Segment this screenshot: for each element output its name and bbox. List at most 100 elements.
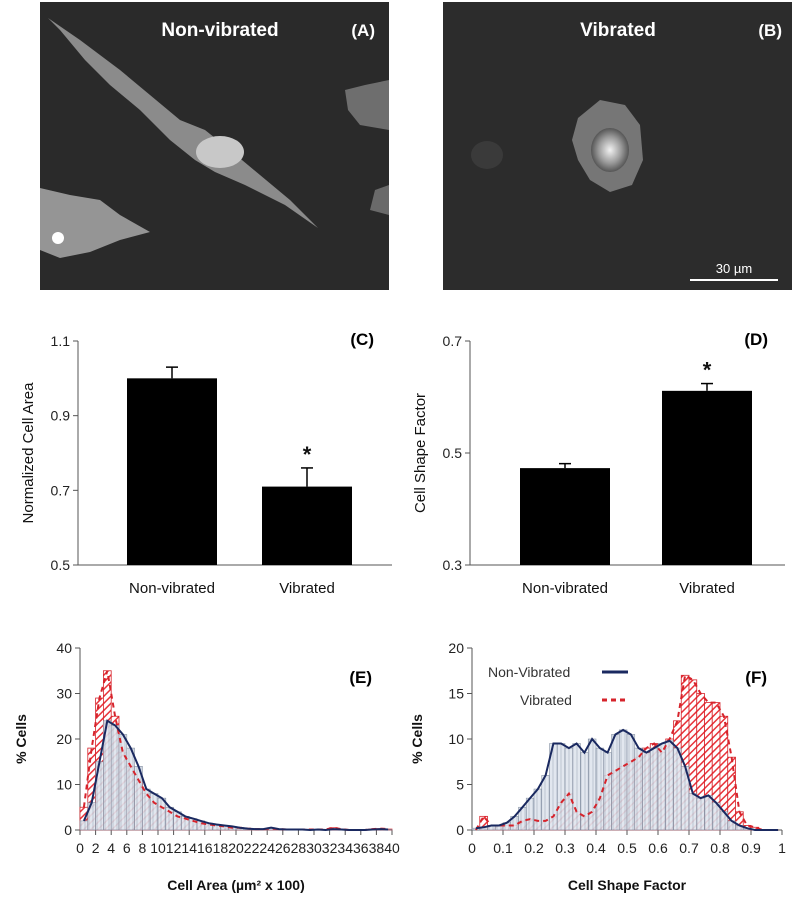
x-tick-label: 10 [150,840,166,856]
x-tick-label: 0 [76,840,84,856]
x-tick-label: 0.9 [741,840,761,856]
y-tick-label: 30 [56,686,72,702]
category-label: Vibrated [679,580,735,597]
bar-vibrated [662,390,752,565]
cell-b-faint [471,141,503,169]
x-tick-label: 30 [306,840,322,856]
x-tick-label: 34 [337,840,353,856]
bar-non-vibrated [126,747,135,831]
bar-non-vibrated [110,725,120,831]
y-tick-label: 0.5 [443,445,463,461]
bar-non-vibrated [525,797,535,831]
panel-letter-b: (B) [758,21,782,40]
bar-non-vibrated [704,795,713,831]
bar-non-vibrated [634,747,643,831]
bar-non-vibrated [688,793,698,831]
bar-non-vibrated [149,793,159,831]
x-tick-label: 0.4 [586,840,606,856]
bar-non-vibrated [556,743,566,831]
x-axis-label: Cell Shape Factor [568,877,687,893]
x-tick-label: 12 [166,840,182,856]
x-tick-label: 8 [139,840,147,856]
x-tick-label: 0.7 [679,840,699,856]
x-tick-label: 20 [228,840,244,856]
y-tick-label: 15 [448,686,464,702]
cell-a-edge-2 [370,185,389,215]
bar-non-vibrated [533,788,543,831]
x-tick-label: 14 [181,840,197,856]
cell-a-bright-spot [52,232,64,244]
x-tick-label: 0.3 [555,840,575,856]
panel-letter: (E) [349,668,372,687]
x-tick-label: 2 [92,840,100,856]
x-tick-label: 28 [291,840,307,856]
bar-non-vibrated [572,743,581,831]
x-axis-label: Cell Area (µm² x 100) [167,877,305,893]
micrograph-a-title: Non-vibrated [161,20,278,41]
legend-label-non-vibrated: Non-Vibrated [488,664,570,680]
cell-a-elongated [48,18,318,228]
micrograph-a: Non-vibrated (A) [40,2,389,290]
panel-letter: (F) [745,668,767,687]
y-tick-label: 5 [456,777,464,793]
y-tick-label: 1.1 [51,333,71,349]
y-tick-label: 0 [64,822,72,838]
bar-non-vibrated [649,747,659,831]
x-tick-label: 0.6 [648,840,668,856]
y-axis-label: % Cells [13,714,29,764]
x-tick-label: 32 [322,840,338,856]
x-tick-label: 4 [107,840,115,856]
bar-non-vibrated [127,378,217,565]
bar-non-vibrated [587,738,597,831]
significance-marker: * [303,442,312,467]
x-tick-label: 26 [275,840,291,856]
cell-b-nucleus [591,128,629,172]
y-axis-label: Normalized Cell Area [20,382,37,524]
x-tick-label: 0.2 [524,840,544,856]
y-axis-label: % Cells [409,714,425,764]
y-tick-label: 40 [56,640,72,656]
x-tick-label: 0.1 [493,840,513,856]
bar-non-vibrated [580,752,589,831]
x-tick-label: 0.5 [617,840,637,856]
scale-bar-label: 30 µm [716,261,752,276]
charts-layer: 0.5 0.7 0.9 1.1 Non-vibrated * Vibrated Normali… [13,330,786,893]
y-tick-label: 0.9 [51,408,71,424]
bar-non-vibrated [626,734,636,831]
x-tick-label: 0 [468,840,476,856]
series-line-vibrated [475,673,779,831]
micrograph-b-title: Vibrated [580,20,656,41]
bar-non-vibrated [611,734,620,831]
bar-non-vibrated [696,797,705,831]
chart-c: 0.5 0.7 0.9 1.1 Non-vibrated * Vibrated Normali… [20,330,392,597]
bar-non-vibrated [603,752,612,831]
y-tick-label: 0 [456,822,464,838]
y-tick-label: 20 [56,731,72,747]
y-axis-label: Cell Shape Factor [412,393,429,513]
micrograph-b: 30 µm Vibrated (B) [443,2,792,290]
bar-non-vibrated [142,788,151,831]
y-tick-label: 20 [448,640,464,656]
x-tick-label: 38 [369,840,385,856]
x-tick-label: 36 [353,840,369,856]
x-tick-label: 22 [244,840,260,856]
category-label: Non-vibrated [129,580,215,597]
series-line-non-vibrated [475,728,779,831]
x-tick-label: 6 [123,840,131,856]
legend-label-vibrated: Vibrated [520,692,572,708]
panel-letter: (C) [350,330,374,349]
category-label: Non-vibrated [522,580,608,597]
chart-d: 0.3 0.5 0.7 Non-vibrated * Vibrated Cell Shape… [412,330,785,597]
y-tick-label: 0.5 [51,557,71,573]
y-tick-label: 10 [448,731,464,747]
bar-non-vibrated [520,468,610,565]
chart-f: 0 5 10 15 20 0 0.1 0.2 0.3 0.4 0.5 0.6 0.7 0.8 0.9 1 % C… [409,640,786,893]
panel-letter-a: (A) [351,21,375,40]
bar-non-vibrated [79,820,89,831]
cell-a-lower [40,188,150,258]
bar-non-vibrated [657,743,667,831]
cell-a-edge [345,80,389,130]
x-tick-label: 24 [259,840,275,856]
cell-a-nucleus [196,136,244,168]
